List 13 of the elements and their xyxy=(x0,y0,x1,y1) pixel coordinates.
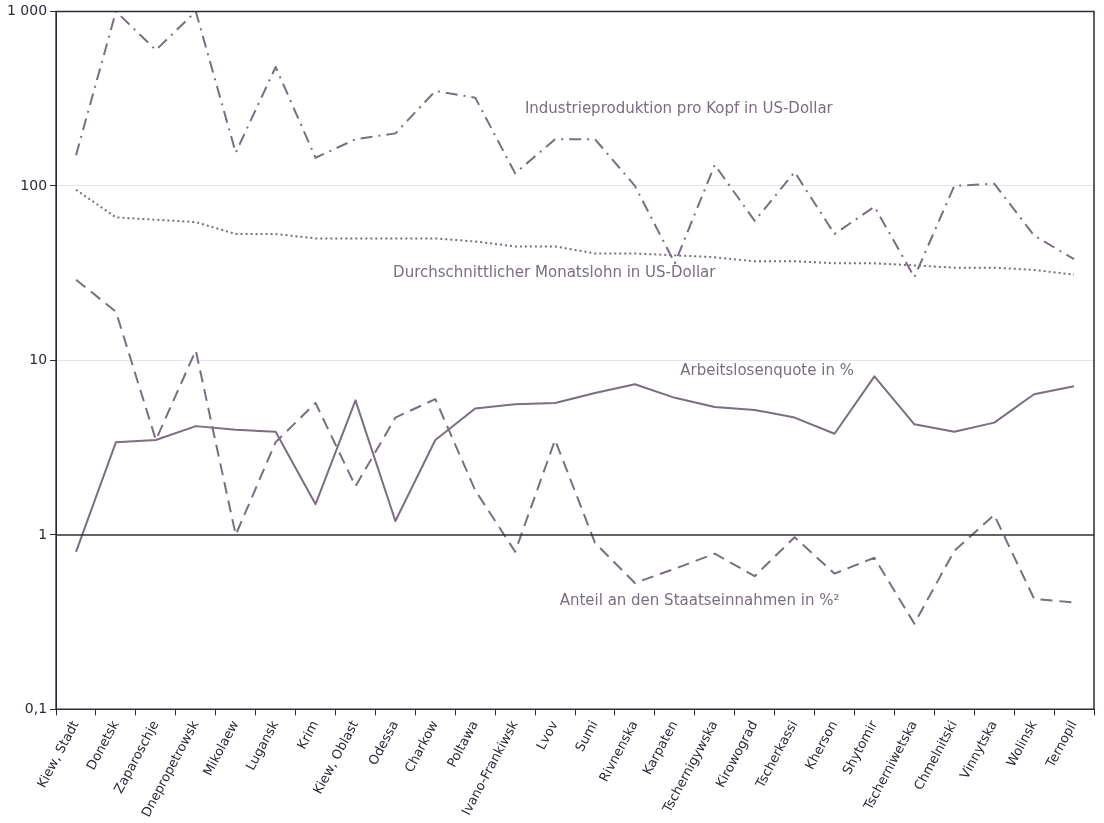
x-tick-label: Lvov xyxy=(533,717,561,753)
y-tick-label: 0,1 xyxy=(24,700,48,717)
series-label: Arbeitslosenquote in % xyxy=(680,360,854,379)
y-tick-label: 1 xyxy=(38,525,48,542)
text: Industrieproduktion pro Kopf in US-Dollar xyxy=(524,99,834,118)
y-tick-label: 1 000 xyxy=(6,2,48,19)
series-label: Durchschnittlicher Monatslohn in US-Dollar xyxy=(393,263,717,282)
x-tick-label: Krim xyxy=(293,717,322,752)
y-tick-label: 100 xyxy=(20,176,48,193)
x-tick-label: Sumi xyxy=(571,717,601,754)
series-label: Anteil an den Staatseinnahmen in %² xyxy=(559,591,840,610)
line-series xyxy=(75,11,1076,279)
y-tick-label: 10 xyxy=(29,351,48,368)
